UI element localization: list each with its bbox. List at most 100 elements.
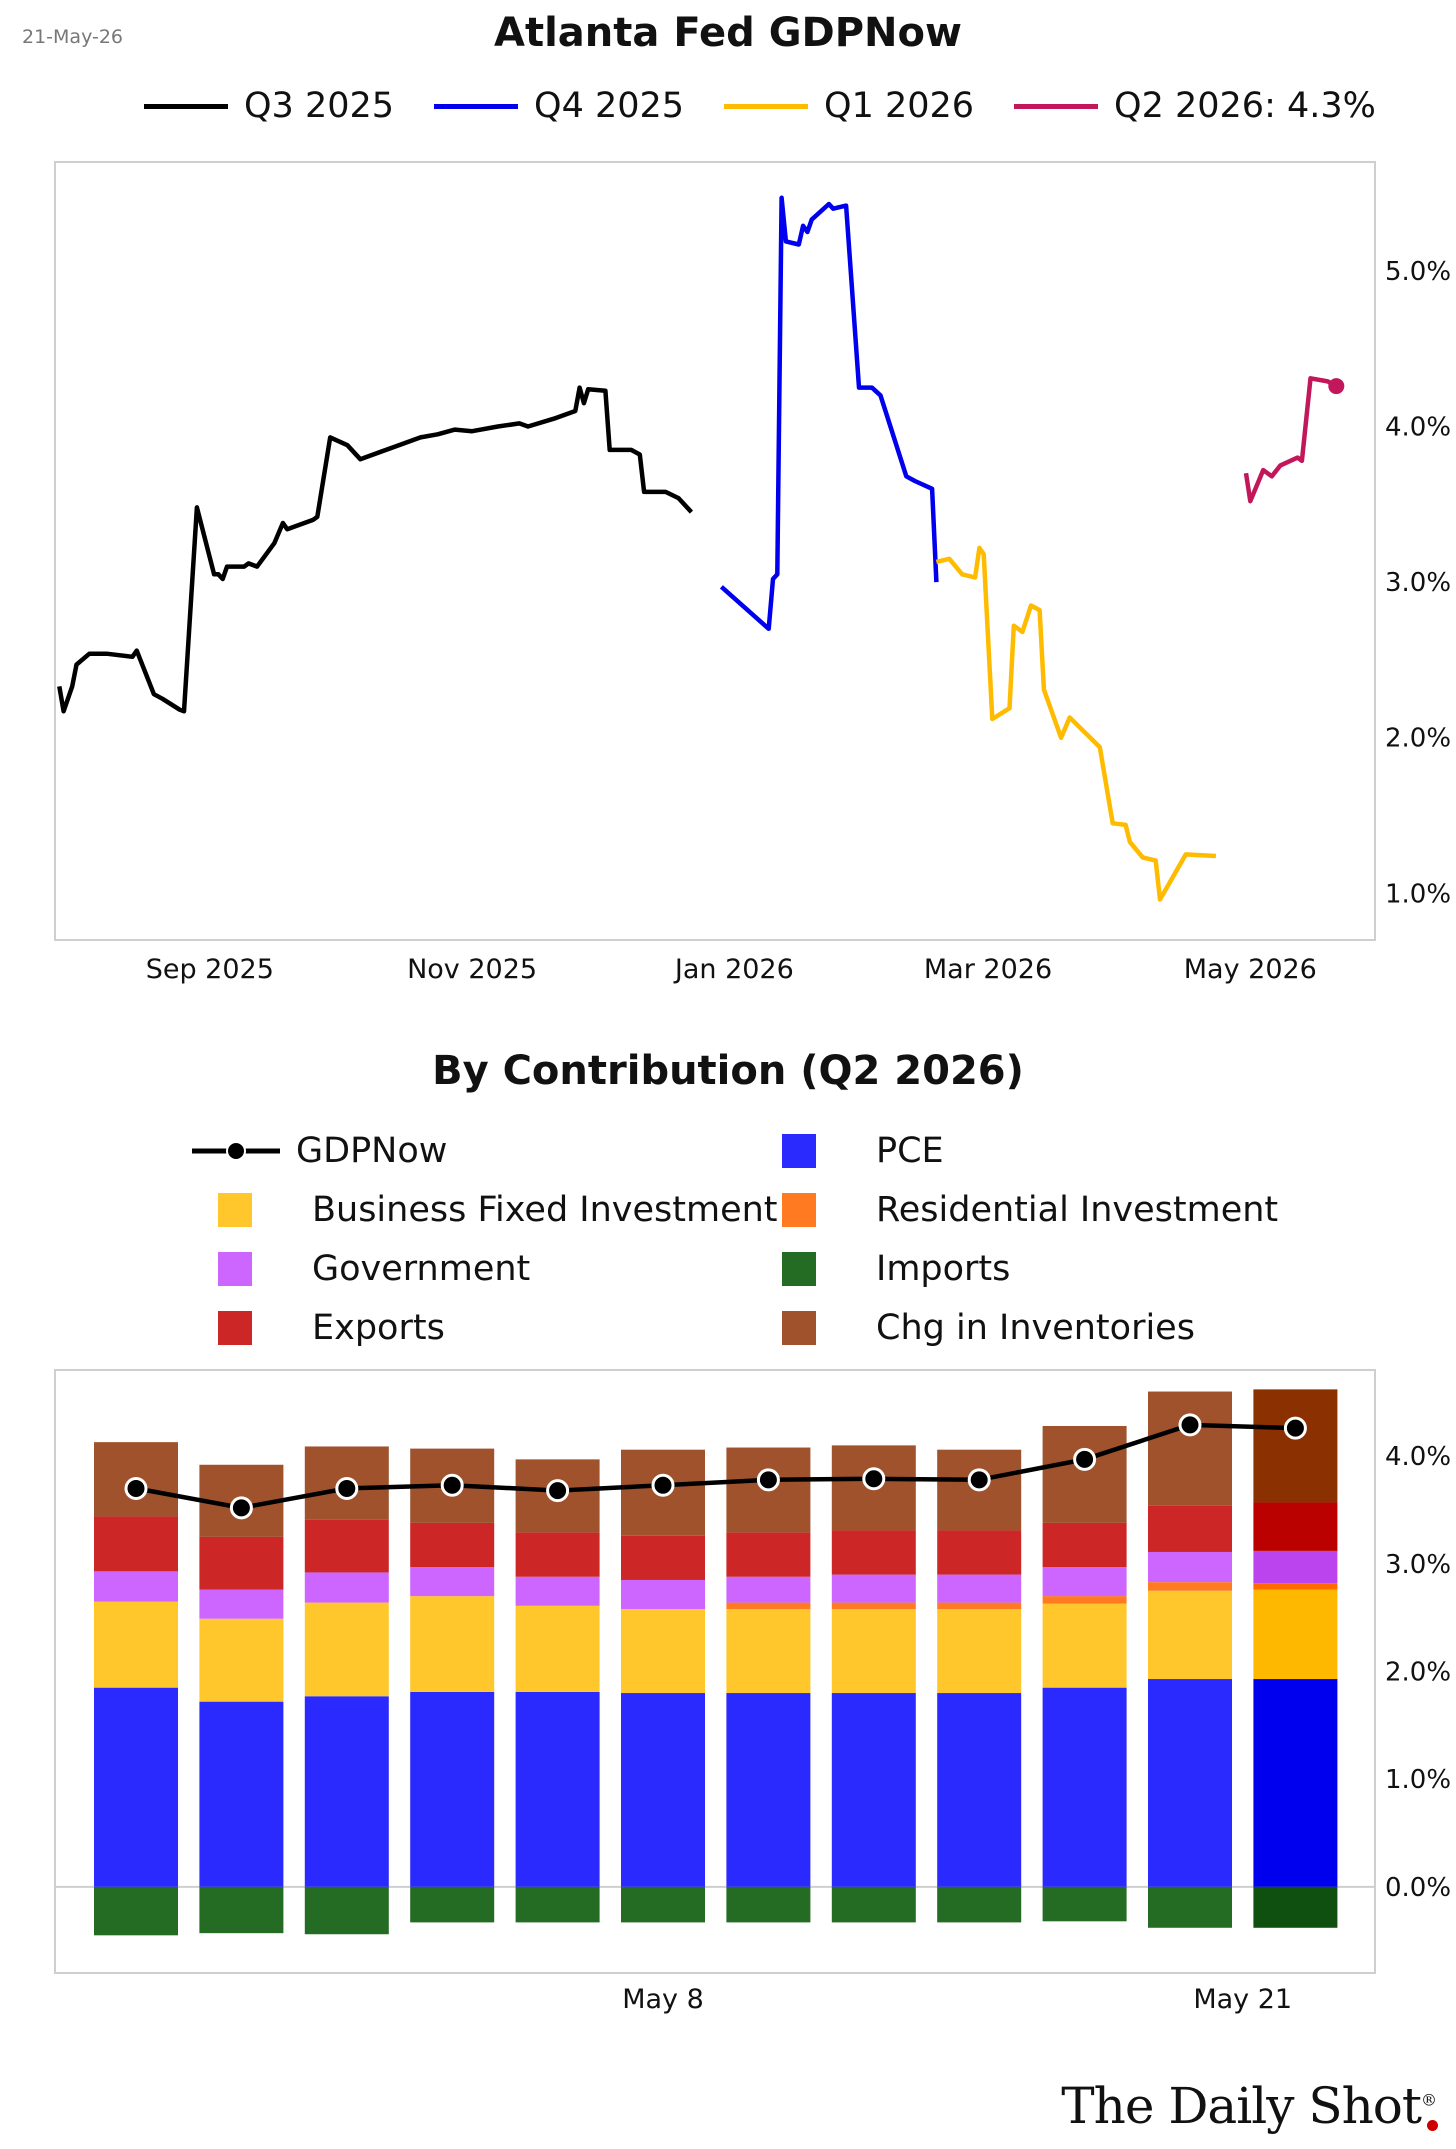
legend-exports: Exports xyxy=(190,1298,790,1357)
bar-segment-residential-investment xyxy=(937,1602,1022,1610)
chart2-svg: 0.0% 1.0% 2.0% 3.0% 4.0% May 8 May 21 xyxy=(54,1369,1451,2015)
chart1-xtick-label: Mar 2026 xyxy=(924,954,1052,985)
bar-segment-pce xyxy=(304,1696,389,1887)
bar-segment-pce xyxy=(1253,1679,1338,1887)
bar-segment-pce xyxy=(515,1691,600,1887)
gdpnow-point xyxy=(335,1476,359,1500)
chart1-ytick-label: 5.0% xyxy=(1385,257,1451,287)
bar-segment-exports xyxy=(94,1516,178,1572)
gdpnow-point xyxy=(1073,1447,1097,1471)
bar-segment-business-fixed-investment xyxy=(1042,1603,1127,1688)
bar-segment-business-fixed-investment xyxy=(515,1605,600,1692)
gdpnow-point xyxy=(546,1479,570,1503)
inventories-swatch xyxy=(782,1310,816,1345)
bar-segment-pce xyxy=(199,1701,284,1887)
series-line-q2-2026 xyxy=(1243,376,1338,504)
brand-dot-icon xyxy=(1427,2120,1438,2131)
bar-segment-business-fixed-investment xyxy=(831,1609,916,1694)
gdpnow-point xyxy=(862,1467,886,1491)
bar-segment-government xyxy=(621,1579,705,1610)
chart1-ytick-label: 4.0% xyxy=(1385,413,1451,443)
bar-segment-government xyxy=(410,1567,495,1597)
chart2-xtick-label: May 8 xyxy=(622,1984,704,2015)
bar-segment-imports xyxy=(515,1886,600,1923)
legend-inventories: Chg in Inventories xyxy=(752,1298,1352,1357)
series-line-q4-2025 xyxy=(719,195,939,632)
bar-segment-imports xyxy=(1253,1886,1338,1928)
bar-segment-government xyxy=(304,1572,389,1603)
legend-bfi: Business Fixed Investment xyxy=(190,1180,790,1239)
residential-swatch xyxy=(782,1192,816,1227)
legend-residential: Residential Investment xyxy=(752,1180,1352,1239)
legend-imports: Imports xyxy=(752,1239,1352,1298)
bar-segment-imports xyxy=(1042,1886,1127,1922)
chart1-xtick-label: Jan 2026 xyxy=(673,954,794,985)
chart1-ytick-label: 1.0% xyxy=(1385,879,1451,909)
gdpnow-marker-icon xyxy=(192,1140,280,1161)
bar-segment-government xyxy=(515,1576,600,1606)
chart1-xtick-label: May 2026 xyxy=(1184,954,1317,985)
chart2-plot-frame xyxy=(54,1369,1376,1974)
bar-segment-government xyxy=(1148,1551,1232,1583)
legend-q2-label: Q2 2026: 4.3% xyxy=(1114,86,1376,126)
bar-segment-business-fixed-investment xyxy=(726,1609,811,1694)
latest-point-marker xyxy=(1328,378,1345,395)
chart2-legend-left: GDPNow Business Fixed Investment Governm… xyxy=(190,1121,790,1357)
gdpnow-line xyxy=(135,1422,1296,1511)
chart1-svg: 1.0% 2.0% 3.0% 4.0% 5.0% Sep 2025 Nov 2025 Jan… xyxy=(54,161,1451,985)
bar-segment-imports xyxy=(726,1886,811,1923)
government-swatch xyxy=(218,1251,252,1286)
legend-gdpnow: GDPNow xyxy=(190,1121,790,1180)
bar-segment-business-fixed-investment xyxy=(304,1602,389,1697)
chart1-title: Atlanta Fed GDPNow xyxy=(494,10,962,56)
bar-segment-imports xyxy=(410,1886,495,1923)
chart2-ytick-label: 1.0% xyxy=(1385,1765,1451,1795)
exports-swatch xyxy=(218,1310,252,1345)
bar-segment-government xyxy=(726,1576,811,1603)
chart1-ytick-label: 3.0% xyxy=(1385,568,1451,598)
bar-segment-government xyxy=(94,1571,178,1602)
legend-q3-line xyxy=(144,103,228,109)
bar-segment-exports xyxy=(515,1532,600,1577)
bar-segment-imports xyxy=(1148,1886,1232,1928)
legend-q3-label: Q3 2025 xyxy=(244,86,395,126)
bar-segment-exports xyxy=(937,1530,1022,1575)
bar-segment-imports xyxy=(937,1886,1022,1923)
bar-segment-exports xyxy=(199,1536,284,1590)
bar-segment-pce xyxy=(1148,1679,1232,1887)
series-line-q3-2025 xyxy=(57,385,694,714)
bar-segment-chg-in-inventories xyxy=(1253,1389,1338,1503)
date-stamp: 21-May-26 xyxy=(22,26,124,48)
chart2-ytick-label: 0.0% xyxy=(1385,1873,1451,1903)
bar-segment-business-fixed-investment xyxy=(1253,1589,1338,1680)
bar-segment-business-fixed-investment xyxy=(410,1596,495,1692)
pce-swatch xyxy=(782,1133,816,1168)
bar-segment-imports xyxy=(94,1886,178,1936)
bar-segment-exports xyxy=(726,1532,811,1577)
chart2-ytick-label: 4.0% xyxy=(1385,1442,1451,1472)
bar-segment-imports xyxy=(621,1886,705,1923)
chart2-ytick-label: 2.0% xyxy=(1385,1658,1451,1688)
chart2-legend-right: PCE Residential Investment Imports Chg i… xyxy=(752,1121,1352,1357)
legend-q1-label: Q1 2026 xyxy=(824,86,975,126)
legend-q2-line xyxy=(1014,103,1099,109)
bar-segment-chg-in-inventories xyxy=(1042,1425,1127,1523)
gdpnow-point xyxy=(756,1468,780,1492)
bar-segment-exports xyxy=(304,1519,389,1573)
bar-segment-exports xyxy=(410,1522,495,1568)
bar-segment-pce xyxy=(621,1693,705,1887)
bar-segment-pce xyxy=(831,1693,916,1887)
bar-segment-business-fixed-investment xyxy=(94,1601,178,1688)
chart1-xtick-label: Nov 2025 xyxy=(407,954,537,985)
legend-pce: PCE xyxy=(752,1121,1352,1180)
legend-q1-line xyxy=(724,103,809,109)
chart1-xtick-label: Sep 2025 xyxy=(146,954,274,985)
bar-segment-residential-investment xyxy=(1042,1596,1127,1604)
gdpnow-point xyxy=(651,1473,675,1497)
bar-segment-residential-investment xyxy=(831,1602,916,1610)
gdpnow-point xyxy=(967,1468,991,1492)
bar-segment-imports xyxy=(304,1886,389,1935)
gdpnow-point xyxy=(440,1473,464,1497)
bar-segment-chg-in-inventories xyxy=(1148,1391,1232,1506)
chart1-legend: Q3 2025 Q4 2025 Q1 2026 Q2 2026: 4.3% xyxy=(144,86,1376,126)
